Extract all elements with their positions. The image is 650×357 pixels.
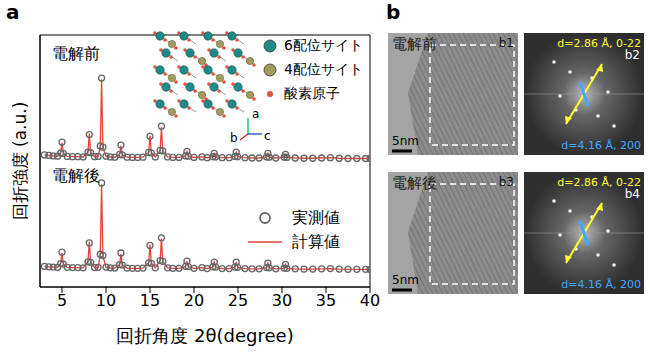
svg-text:5: 5 [57,291,67,310]
svg-text:10: 10 [96,291,116,310]
html-text:電解後: 電解後 [52,166,100,185]
svg-text:電解前: 電解前 [392,35,437,53]
svg-text:15: 15 [140,291,160,310]
svg-text:c: c [264,129,271,143]
svg-text:40: 40 [360,291,380,310]
html-text:計算値: 計算値 [292,231,340,251]
svg-text:20: 20 [184,291,204,310]
html-text:実測値: 実測値 [292,207,340,227]
html-text:6配位サイト: 6配位サイト [284,37,363,53]
svg-text:a: a [252,107,259,121]
svg-text:b4: b4 [625,187,640,201]
svg-text:d=4.16 Å, 200: d=4.16 Å, 200 [561,139,641,152]
html-text:回折強度 (a.u.): 回折強度 (a.u.) [9,101,30,221]
svg-text:b3: b3 [499,175,514,189]
svg-text:d=4.16 Å, 200: d=4.16 Å, 200 [561,278,641,291]
svg-text:電解後: 電解後 [392,174,437,192]
svg-text:25: 25 [228,291,248,310]
svg-text:35: 35 [316,291,336,310]
svg-text:5nm: 5nm [392,134,419,148]
html-text:電解前: 電解前 [52,44,100,63]
html-text:b: b [386,0,401,24]
svg-text:回折角度 2θ(degree): 回折角度 2θ(degree) [116,325,293,346]
svg-text:b1: b1 [499,36,514,50]
html-text:a: a [6,0,20,24]
html-text:酸素原子: 酸素原子 [284,85,340,101]
svg-text:b: b [230,131,238,144]
svg-text:b2: b2 [625,48,640,62]
svg-text:d=2.86 Å, 0-22: d=2.86 Å, 0-22 [557,37,641,50]
svg-text:d=2.86 Å, 0-22: d=2.86 Å, 0-22 [557,176,641,189]
svg-text:5nm: 5nm [392,273,419,287]
html-text:4配位サイト: 4配位サイト [284,61,363,77]
svg-text:30: 30 [272,291,292,310]
